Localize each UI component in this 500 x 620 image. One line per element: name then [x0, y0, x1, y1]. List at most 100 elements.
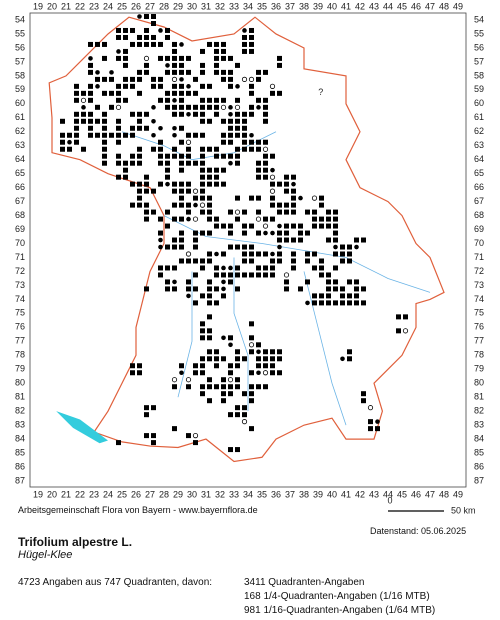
- occurrence-square: [228, 76, 233, 82]
- occurrence-square: [81, 90, 86, 96]
- row-label: 81: [15, 392, 25, 402]
- occurrence-open: [367, 405, 374, 411]
- occurrence-square: [326, 237, 331, 243]
- occurrence-square: [137, 90, 142, 96]
- occurrence-dot: [305, 300, 310, 306]
- column-label: 43: [369, 1, 379, 11]
- count-line: 168 1/4-Quadranten-Angaben (1/16 MTB): [244, 591, 430, 602]
- occurrence-square: [186, 104, 191, 110]
- column-label: 25: [117, 489, 127, 499]
- occurrence-square: [291, 223, 296, 229]
- occurrence-square: [172, 90, 177, 96]
- occurrence-square: [130, 202, 135, 208]
- occurrence-square: [354, 279, 359, 285]
- occurrence-square: [60, 132, 65, 138]
- occurrence-square: [333, 286, 338, 292]
- occurrence-square: [144, 405, 149, 411]
- occurrence-square: [165, 167, 170, 173]
- occurrence-square: [88, 118, 93, 124]
- occurrence-square: [228, 153, 233, 159]
- occurrence-square: [214, 300, 219, 306]
- occurrence-square: [186, 90, 191, 96]
- occurrence-square: [137, 195, 142, 201]
- occurrence-dot: [228, 265, 233, 271]
- occurrence-square: [144, 62, 149, 68]
- occurrence-square: [207, 97, 212, 103]
- column-label: 31: [201, 1, 211, 11]
- occurrence-square: [200, 370, 205, 376]
- occurrence-square: [235, 244, 240, 250]
- occurrence-square: [263, 363, 268, 369]
- occurrence-square: [235, 286, 240, 292]
- occurrence-square: [235, 412, 240, 418]
- occurrence-dot: [277, 244, 282, 250]
- row-label: 62: [474, 126, 484, 136]
- occurrence-square: [333, 300, 338, 306]
- occurrence-square: [179, 195, 184, 201]
- occurrence-square: [256, 265, 261, 271]
- occurrence-square: [221, 181, 226, 187]
- occurrence-square: [263, 251, 268, 257]
- occurrence-dot: [95, 70, 100, 75]
- occurrence-open: [143, 55, 150, 62]
- occurrence-square: [214, 349, 219, 355]
- occurrence-square: [235, 356, 240, 362]
- row-label: 86: [15, 461, 25, 471]
- occurrence-square: [263, 265, 268, 271]
- occurrence-square: [165, 69, 170, 75]
- occurrence-square: [221, 391, 226, 397]
- occurrence-square: [249, 258, 254, 264]
- occurrence-square: [165, 265, 170, 271]
- row-label: 86: [474, 461, 484, 471]
- occurrence-square: [116, 139, 121, 145]
- occurrence-square: [333, 251, 338, 257]
- occurrence-square: [347, 279, 352, 285]
- row-label: 73: [15, 280, 25, 290]
- occurrence-square: [200, 167, 205, 173]
- occurrence-square: [81, 111, 86, 117]
- occurrence-open: [269, 174, 276, 180]
- occurrence-square: [277, 181, 282, 187]
- occurrence-dot: [228, 342, 233, 348]
- occurrence-square: [235, 153, 240, 159]
- occurrence-square: [116, 132, 121, 138]
- column-label: 19: [33, 489, 43, 499]
- occurrence-square: [249, 349, 254, 355]
- occurrence-square: [207, 384, 212, 390]
- occurrence-square: [81, 146, 86, 152]
- occurrence-square: [326, 279, 331, 285]
- occurrence-square: [242, 48, 247, 54]
- occurrence-square: [102, 125, 107, 131]
- occurrence-square: [200, 48, 205, 54]
- occurrence-dot: [375, 419, 380, 424]
- occurrence-dot: [249, 132, 254, 138]
- row-label: 79: [474, 364, 484, 374]
- row-label: 75: [474, 308, 484, 318]
- occurrence-open: [283, 272, 290, 278]
- row-label: 83: [474, 420, 484, 430]
- occurrence-square: [340, 244, 345, 250]
- occurrence-square: [200, 174, 205, 180]
- occurrence-square: [249, 335, 254, 341]
- occurrence-square: [109, 104, 114, 110]
- occurrence-square: [207, 377, 212, 383]
- occurrence-dot: [228, 105, 233, 110]
- occurrence-square: [200, 293, 205, 299]
- occurrence-square: [193, 244, 198, 250]
- occurrence-square: [326, 293, 331, 299]
- occurrence-square: [165, 174, 170, 180]
- column-label: 24: [103, 1, 113, 11]
- occurrence-square: [67, 146, 72, 152]
- row-label: 57: [474, 56, 484, 66]
- occurrence-square: [144, 174, 149, 180]
- column-label: 37: [285, 1, 295, 11]
- occurrence-square: [200, 230, 205, 236]
- occurrence-square: [144, 34, 149, 40]
- occurrence-square: [284, 223, 289, 229]
- occurrence-square: [256, 230, 261, 236]
- occurrence-square: [361, 398, 366, 404]
- column-label: 29: [173, 1, 183, 11]
- occurrence-square: [256, 363, 261, 369]
- occurrence-square: [172, 265, 177, 271]
